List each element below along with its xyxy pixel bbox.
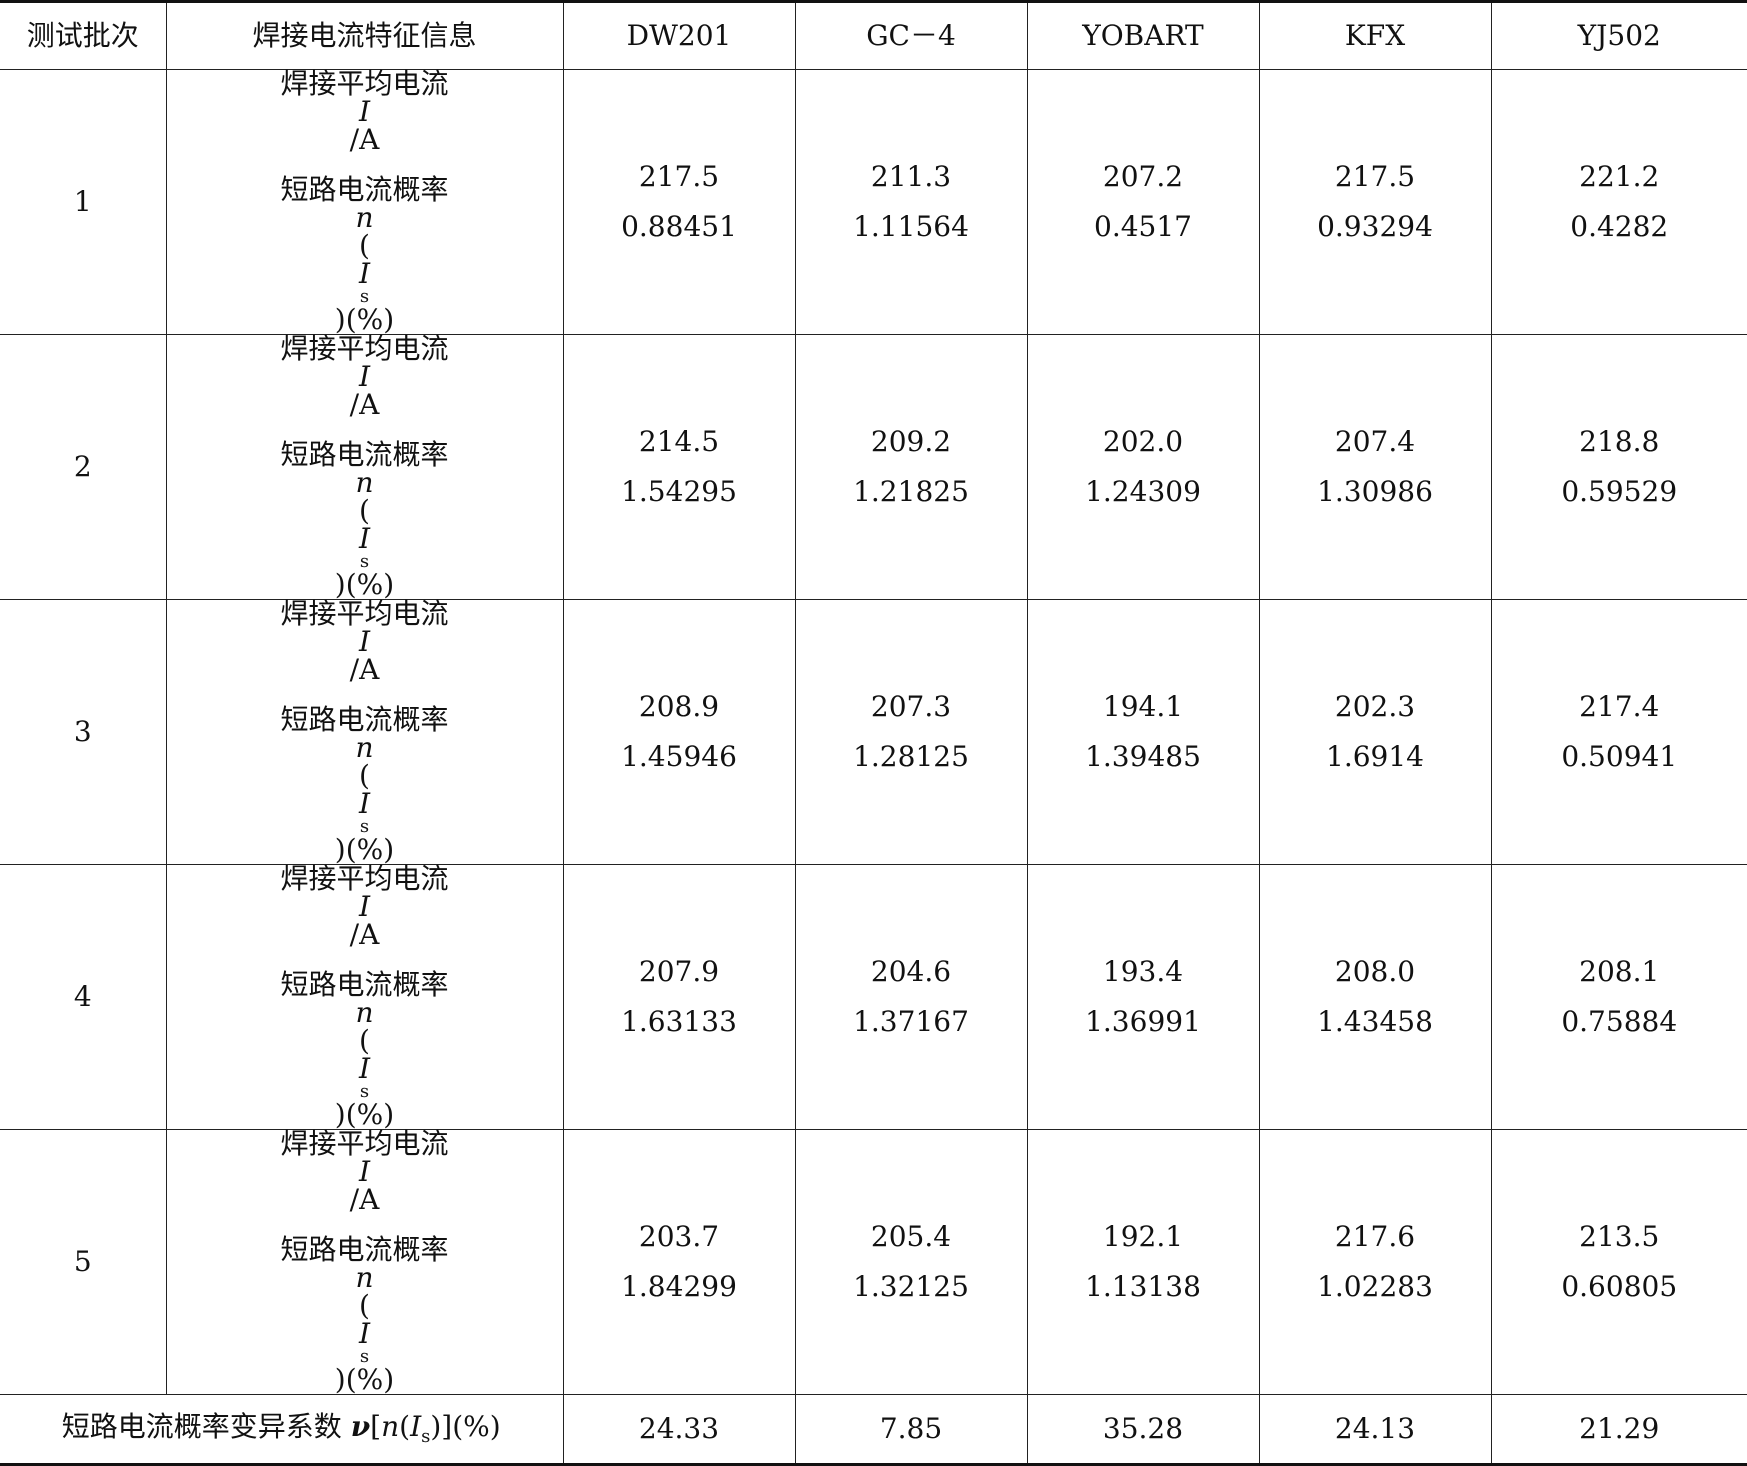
cv-label: 短路电流概率变异系数 ν[n(Is)](%) xyxy=(0,1394,564,1466)
cv-value: 7.85 xyxy=(794,1394,1028,1466)
header-info: 焊接电流特征信息 xyxy=(165,0,564,70)
current-label: 焊接平均电流 I/A xyxy=(280,332,449,421)
value-cell: 208.9 1.45946 xyxy=(562,599,796,865)
batch-number: 3 xyxy=(0,599,167,865)
header-material: GC－4 xyxy=(794,0,1028,70)
header-row: 测试批次 焊接电流特征信息 DW201 GC－4 YOBART KFX YJ50… xyxy=(0,0,1747,70)
value-cell: 213.5 0.60805 xyxy=(1490,1129,1747,1395)
header-material: KFX xyxy=(1258,0,1492,70)
current-label: 焊接平均电流 I/A xyxy=(280,67,449,156)
current-label: 焊接平均电流 I/A xyxy=(280,1127,449,1216)
footer-row: 短路电流概率变异系数 ν[n(Is)](%) 24.33 7.85 35.28 … xyxy=(0,1394,1747,1466)
value-cell: 217.5 0.93294 xyxy=(1258,69,1492,335)
value-cell: 217.4 0.50941 xyxy=(1490,599,1747,865)
cv-value: 21.29 xyxy=(1490,1394,1747,1466)
header-material: DW201 xyxy=(562,0,796,70)
value-cell: 207.3 1.28125 xyxy=(794,599,1028,865)
value-cell: 208.0 1.43458 xyxy=(1258,864,1492,1130)
value-cell: 217.5 0.88451 xyxy=(562,69,796,335)
value-cell: 209.2 1.21825 xyxy=(794,334,1028,600)
value-cell: 207.4 1.30986 xyxy=(1258,334,1492,600)
value-cell: 204.6 1.37167 xyxy=(794,864,1028,1130)
batch-number: 4 xyxy=(0,864,167,1130)
current-label: 焊接平均电流 I/A xyxy=(280,597,449,686)
value-cell: 218.8 0.59529 xyxy=(1490,334,1747,600)
current-label: 焊接平均电流 I/A xyxy=(280,862,449,951)
value-cell: 194.1 1.39485 xyxy=(1026,599,1260,865)
batch-number: 2 xyxy=(0,334,167,600)
value-cell: 202.3 1.6914 xyxy=(1258,599,1492,865)
value-cell: 192.1 1.13138 xyxy=(1026,1129,1260,1395)
cv-value: 35.28 xyxy=(1026,1394,1260,1466)
value-cell: 211.3 1.11564 xyxy=(794,69,1028,335)
header-material: YJ502 xyxy=(1490,0,1747,70)
value-cell: 208.1 0.75884 xyxy=(1490,864,1747,1130)
header-material: YOBART xyxy=(1026,0,1260,70)
value-cell: 207.9 1.63133 xyxy=(562,864,796,1130)
value-cell: 193.4 1.36991 xyxy=(1026,864,1260,1130)
value-cell: 207.2 0.4517 xyxy=(1026,69,1260,335)
cv-value: 24.33 xyxy=(562,1394,796,1466)
cv-value: 24.13 xyxy=(1258,1394,1492,1466)
batch-number: 5 xyxy=(0,1129,167,1395)
value-cell: 217.6 1.02283 xyxy=(1258,1129,1492,1395)
value-cell: 203.7 1.84299 xyxy=(562,1129,796,1395)
value-cell: 205.4 1.32125 xyxy=(794,1129,1028,1395)
value-cell: 214.5 1.54295 xyxy=(562,334,796,600)
batch-number: 1 xyxy=(0,69,167,335)
value-cell: 202.0 1.24309 xyxy=(1026,334,1260,600)
header-batch: 测试批次 xyxy=(0,0,167,70)
value-cell: 221.2 0.4282 xyxy=(1490,69,1747,335)
